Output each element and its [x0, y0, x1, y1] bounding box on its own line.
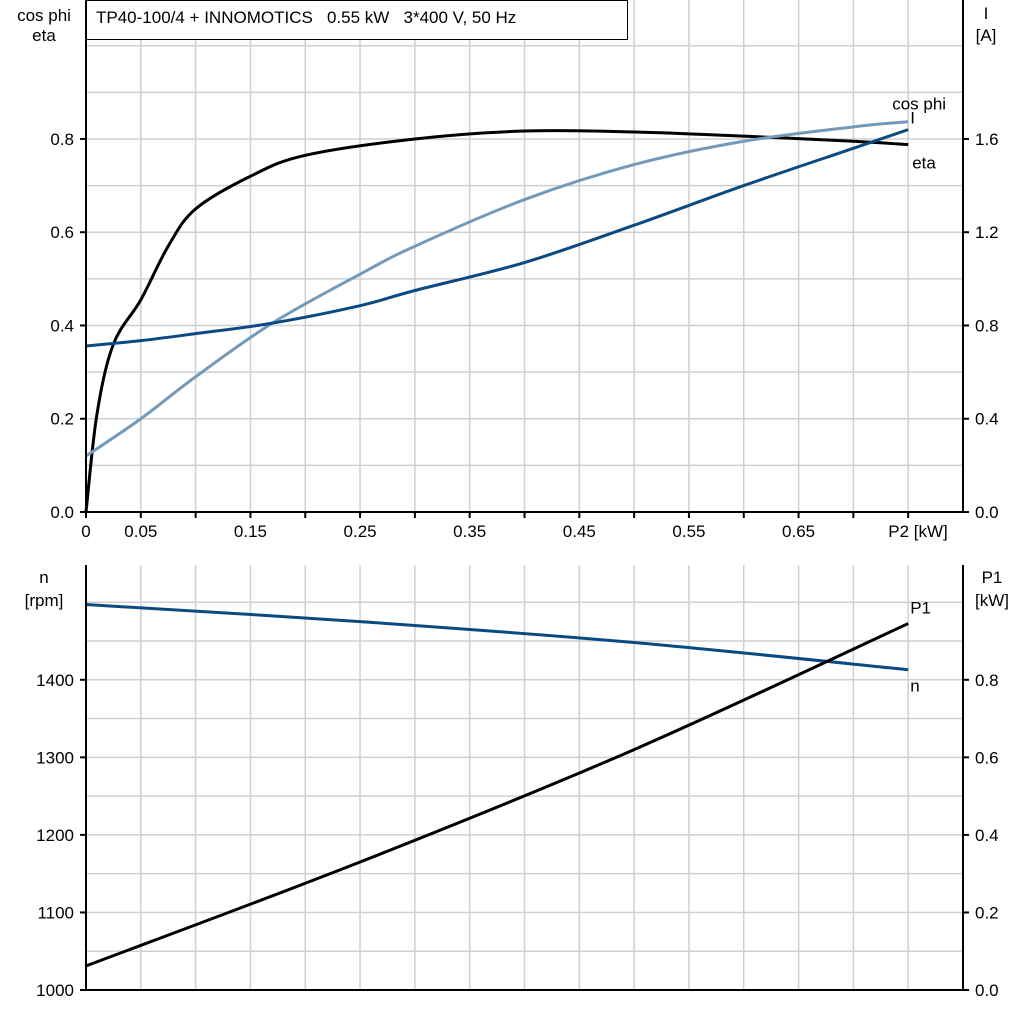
right-tick-label: 0.6	[975, 748, 999, 767]
right-tick-label: 0.4	[975, 410, 999, 429]
left-tick-label: 0.0	[50, 503, 74, 522]
x-tick-label: 0.45	[563, 522, 596, 541]
left-tick-label: 1200	[36, 826, 74, 845]
series-eta-line	[84, 129, 909, 513]
right-tick-label: 0.8	[975, 316, 999, 335]
series-eta-label: eta	[912, 154, 936, 173]
right-tick-label: 0.4	[975, 826, 999, 845]
series-p1-line	[85, 622, 909, 968]
bottom-right-label-2: [kW]	[975, 591, 1009, 610]
left-tick-label: 1000	[36, 981, 74, 1000]
chart-title: TP40-100/4 + INNOMOTICS 0.55 kW 3*400 V,…	[96, 8, 516, 27]
series-p1-label: P1	[910, 599, 931, 618]
left-tick-label: 0.2	[50, 410, 74, 429]
top-left-label-1: cos phi	[17, 6, 71, 25]
top-right-label-2: [A]	[976, 26, 997, 45]
bottom-left-label-2: [rpm]	[25, 591, 64, 610]
left-tick-label: 1300	[36, 748, 74, 767]
top-grid	[86, 0, 963, 512]
axes: 0.0 0.2 0.4 0.6 0.8 0.0 0.4 0.8 1.2 1.6 0 0.05 0.15 0…	[36, 0, 999, 1000]
right-tick-label: 0.2	[975, 903, 999, 922]
top-left-label-2: eta	[32, 26, 56, 45]
x-tick-label: 0.65	[782, 522, 815, 541]
bottom-left-label-1: n	[39, 568, 48, 587]
left-tick-label: 1400	[36, 671, 74, 690]
series-cos-phi-line	[85, 120, 909, 458]
series-n-line	[85, 603, 909, 672]
x-tick-label: 0.05	[124, 522, 157, 541]
top-right-label-1: I	[984, 4, 989, 23]
x-tick-label: 0.35	[453, 522, 486, 541]
left-tick-label: 0.6	[50, 223, 74, 242]
series-i-line	[85, 128, 909, 348]
bottom-grid	[86, 565, 963, 990]
x-axis-label: P2 [kW]	[888, 522, 948, 541]
x-tick-label: 0.55	[672, 522, 705, 541]
right-tick-label: 1.2	[975, 223, 999, 242]
right-tick-label: 1.6	[975, 130, 999, 149]
right-tick-label: 0.0	[975, 503, 999, 522]
left-tick-label: 0.8	[50, 130, 74, 149]
series-cos-phi-label: cos phi	[892, 95, 946, 114]
x-tick-label: 0.15	[234, 522, 267, 541]
bottom-right-label-1: P1	[982, 568, 1003, 587]
left-tick-label: 1100	[37, 903, 74, 922]
right-tick-label: 0.8	[975, 671, 999, 690]
left-tick-label: 0.4	[50, 316, 74, 335]
x-tick-label: 0	[81, 522, 90, 541]
series-i-label: I	[910, 109, 915, 128]
right-tick-label: 0.0	[975, 981, 999, 1000]
x-tick-label: 0.25	[344, 522, 377, 541]
series-n-label: n	[910, 677, 919, 696]
title-box: TP40-100/4 + INNOMOTICS 0.55 kW 3*400 V,…	[86, 0, 628, 40]
